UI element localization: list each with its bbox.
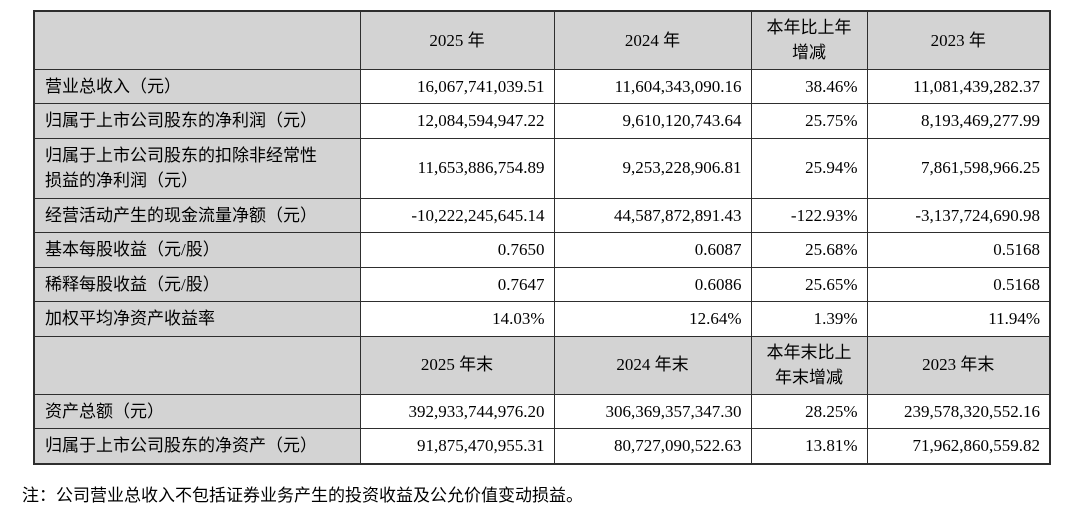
table-row-deducted-net-profit: 归属于上市公司股东的扣除非经常性 损益的净利润（元） 11,653,886,75… — [33, 137, 1051, 199]
value-2023: 0.5168 — [866, 266, 1051, 302]
value-2025: 16,067,741,039.51 — [359, 68, 555, 104]
table-row-diluted-eps: 稀释每股收益（元/股） 0.7647 0.6086 25.65% 0.5168 — [33, 266, 1051, 302]
table-row-operating-cash-flow: 经营活动产生的现金流量净额（元） -10,222,245,645.14 44,5… — [33, 197, 1051, 233]
value-2024: 306,369,357,347.30 — [553, 393, 752, 429]
value-2024: 0.6086 — [553, 266, 752, 302]
value-2025: 0.7650 — [359, 232, 555, 268]
financial-summary-table: 2025 年 2024 年 本年比上年 增减 2023 年 营业总收入（元） 1… — [33, 10, 1051, 465]
metric-label: 归属于上市公司股东的扣除非经常性 损益的净利润（元） — [33, 137, 361, 199]
value-yoy-change: 38.46% — [750, 68, 868, 104]
value-2024: 9,610,120,743.64 — [553, 103, 752, 139]
value-2025: 91,875,470,955.31 — [359, 428, 555, 464]
value-2025: 14.03% — [359, 301, 555, 337]
corner-empty-cell — [33, 335, 361, 395]
value-2023: 11.94% — [866, 301, 1051, 337]
value-2023: 7,861,598,966.25 — [866, 137, 1051, 199]
table-row-weighted-avg-roe: 加权平均净资产收益率 14.03% 12.64% 1.39% 11.94% — [33, 301, 1051, 337]
value-yoy-change: 13.81% — [750, 428, 868, 464]
column-header-2024: 2024 年 — [553, 10, 752, 70]
value-yoy-change: -122.93% — [750, 197, 868, 233]
table-row-total-assets: 资产总额（元） 392,933,744,976.20 306,369,357,3… — [33, 393, 1051, 429]
table-row-total-revenue: 营业总收入（元） 16,067,741,039.51 11,604,343,09… — [33, 68, 1051, 104]
column-header-2025-year-end: 2025 年末 — [359, 335, 555, 395]
table-row-net-assets: 归属于上市公司股东的净资产（元） 91,875,470,955.31 80,72… — [33, 428, 1051, 464]
value-2024: 11,604,343,090.16 — [553, 68, 752, 104]
value-2025: -10,222,245,645.14 — [359, 197, 555, 233]
metric-label: 营业总收入（元） — [33, 68, 361, 104]
value-2024: 44,587,872,891.43 — [553, 197, 752, 233]
value-2025: 0.7647 — [359, 266, 555, 302]
value-2025: 12,084,594,947.22 — [359, 103, 555, 139]
metric-label: 稀释每股收益（元/股） — [33, 266, 361, 302]
column-header-2023-year-end: 2023 年末 — [866, 335, 1051, 395]
metric-label: 加权平均净资产收益率 — [33, 301, 361, 337]
column-header-2024-year-end: 2024 年末 — [553, 335, 752, 395]
value-yoy-change: 1.39% — [750, 301, 868, 337]
value-yoy-change: 28.25% — [750, 393, 868, 429]
value-2023: 11,081,439,282.37 — [866, 68, 1051, 104]
value-2024: 0.6087 — [553, 232, 752, 268]
value-2025: 392,933,744,976.20 — [359, 393, 555, 429]
value-yoy-change: 25.75% — [750, 103, 868, 139]
metric-label: 资产总额（元） — [33, 393, 361, 429]
value-yoy-change: 25.94% — [750, 137, 868, 199]
value-yoy-change: 25.65% — [750, 266, 868, 302]
value-2023: -3,137,724,690.98 — [866, 197, 1051, 233]
value-2023: 8,193,469,277.99 — [866, 103, 1051, 139]
footnote: 注：公司营业总收入不包括证券业务产生的投资收益及公允价值变动损益。 — [22, 485, 583, 505]
metric-label: 基本每股收益（元/股） — [33, 232, 361, 268]
value-2024: 80,727,090,522.63 — [553, 428, 752, 464]
value-2023: 71,962,860,559.82 — [866, 428, 1051, 464]
column-header-2023: 2023 年 — [866, 10, 1051, 70]
value-2024: 12.64% — [553, 301, 752, 337]
annual-header-row: 2025 年 2024 年 本年比上年 增减 2023 年 — [33, 10, 1051, 70]
value-yoy-change: 25.68% — [750, 232, 868, 268]
metric-label: 归属于上市公司股东的净利润（元） — [33, 103, 361, 139]
table-row-basic-eps: 基本每股收益（元/股） 0.7650 0.6087 25.68% 0.5168 — [33, 232, 1051, 268]
value-2023: 0.5168 — [866, 232, 1051, 268]
value-2025: 11,653,886,754.89 — [359, 137, 555, 199]
column-header-2025: 2025 年 — [359, 10, 555, 70]
value-2023: 239,578,320,552.16 — [866, 393, 1051, 429]
metric-label: 归属于上市公司股东的净资产（元） — [33, 428, 361, 464]
column-header-yoy-change: 本年比上年 增减 — [750, 10, 868, 70]
table-row-net-profit: 归属于上市公司股东的净利润（元） 12,084,594,947.22 9,610… — [33, 103, 1051, 139]
corner-empty-cell — [33, 10, 361, 70]
value-2024: 9,253,228,906.81 — [553, 137, 752, 199]
metric-label: 经营活动产生的现金流量净额（元） — [33, 197, 361, 233]
year-end-header-row: 2025 年末 2024 年末 本年末比上 年末增减 2023 年末 — [33, 335, 1051, 395]
column-header-year-end-change: 本年末比上 年末增减 — [750, 335, 868, 395]
